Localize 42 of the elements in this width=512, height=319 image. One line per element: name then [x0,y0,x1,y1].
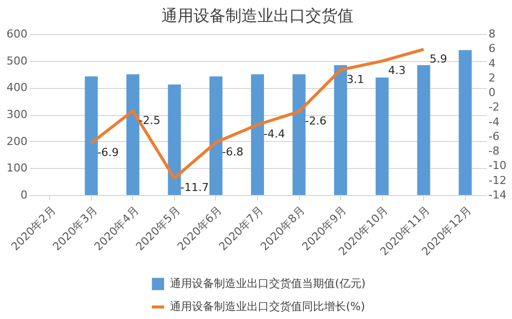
legend-label: 通用设备制造业出口交货值当期值(亿元) [170,277,366,290]
bar [126,74,140,195]
bar [84,76,98,195]
y-tick-label: 400 [6,81,28,94]
bar [334,65,348,195]
bar [209,76,222,195]
data-label: -11.7 [180,181,209,194]
bar [376,77,389,195]
data-label: -6.9 [97,146,119,160]
data-label: 5.9 [430,52,448,66]
bar [251,74,264,195]
data-label: -2.6 [305,114,327,128]
data-label: 4.3 [388,64,406,78]
y2-tick-label: -2 [488,100,500,114]
y-tick-label: 200 [6,134,28,148]
y2-tick-label: -12 [488,174,506,187]
y-tick-label: 600 [6,28,28,40]
data-label: -6.8 [222,145,244,158]
y2-tick-label: 4 [488,56,496,70]
y2-tick-label: -6 [488,130,500,143]
y2-tick-label: 6 [488,42,496,56]
y2-tick-label: 8 [488,28,496,40]
data-label: -2.5 [138,114,160,127]
legend-label: 通用设备制造业出口交货值同比增长(%) [170,300,366,313]
y-tick-label: 0 [20,188,28,202]
y2-tick-label: -10 [488,159,506,172]
y-tick-label: 300 [6,108,28,121]
y2-tick-label: -14 [488,188,506,202]
y-tick-label: 100 [6,162,28,175]
bar [292,74,306,195]
line-series [90,48,426,180]
data-label: 3.1 [346,72,364,86]
data-label: -4.4 [264,128,285,141]
bar [458,50,472,195]
y-tick-label: 500 [6,54,28,68]
bar [168,84,181,195]
y2-tick-label: -4 [488,115,500,128]
bar [417,65,430,195]
chart-title: 通用设备制造业出口交货值 [162,6,354,25]
y2-tick-label: 2 [488,71,496,84]
y2-tick-label: -8 [488,144,500,158]
y2-tick-label: 0 [488,86,496,100]
